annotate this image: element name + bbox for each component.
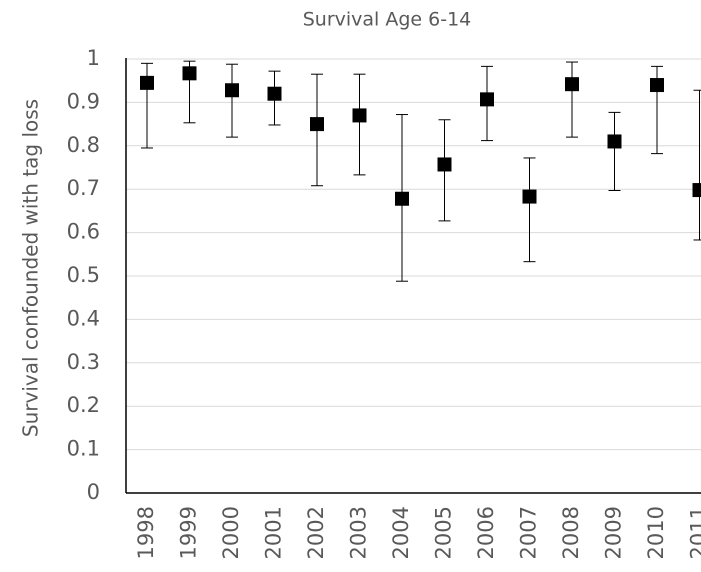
marker bbox=[522, 189, 537, 204]
marker bbox=[692, 183, 701, 198]
marker bbox=[140, 75, 154, 90]
x-tick-label: 2010 bbox=[644, 506, 668, 559]
marker bbox=[480, 92, 494, 107]
marker bbox=[310, 117, 324, 132]
y-tick-label: 0.8 bbox=[67, 133, 100, 157]
marker bbox=[182, 66, 197, 81]
marker bbox=[650, 78, 664, 93]
x-tick-label: 2011 bbox=[687, 506, 701, 559]
y-tick-label: 0.9 bbox=[67, 89, 100, 113]
x-tick-label: 2004 bbox=[389, 506, 413, 559]
x-tick-label: 2001 bbox=[262, 506, 286, 559]
marker bbox=[352, 108, 367, 123]
x-tick-label: 1999 bbox=[177, 506, 201, 559]
x-tick-label: 2008 bbox=[559, 506, 583, 559]
x-tick-label: 2006 bbox=[474, 506, 498, 559]
y-tick-label: 0.2 bbox=[67, 393, 100, 417]
x-tick-label: 1998 bbox=[134, 506, 158, 559]
y-tick-label: 0.1 bbox=[67, 437, 100, 461]
marker bbox=[437, 157, 452, 172]
y-tick-label: 0.5 bbox=[67, 263, 100, 287]
y-tick-label: 0.7 bbox=[67, 176, 100, 200]
marker bbox=[607, 134, 622, 149]
y-tick-label: 0 bbox=[87, 480, 100, 504]
marker bbox=[267, 86, 282, 101]
x-tick-label: 2000 bbox=[219, 506, 243, 559]
marker bbox=[565, 77, 579, 92]
x-tick-label: 2009 bbox=[602, 506, 626, 559]
x-tick-label: 2003 bbox=[347, 506, 371, 559]
y-axis-label: Survival confounded with tag loss bbox=[19, 99, 43, 437]
marker bbox=[225, 83, 239, 98]
y-tick-label: 0.6 bbox=[67, 220, 100, 244]
x-tick-label: 2005 bbox=[432, 506, 456, 559]
x-tick-label: 2002 bbox=[304, 506, 328, 559]
x-tick-label: 2007 bbox=[517, 506, 541, 559]
marker bbox=[395, 191, 409, 206]
y-tick-label: 1 bbox=[87, 46, 100, 70]
y-tick-label: 0.4 bbox=[67, 306, 100, 330]
chart-title: Survival Age 6-14 bbox=[303, 9, 472, 31]
y-tick-label: 0.3 bbox=[67, 350, 100, 374]
